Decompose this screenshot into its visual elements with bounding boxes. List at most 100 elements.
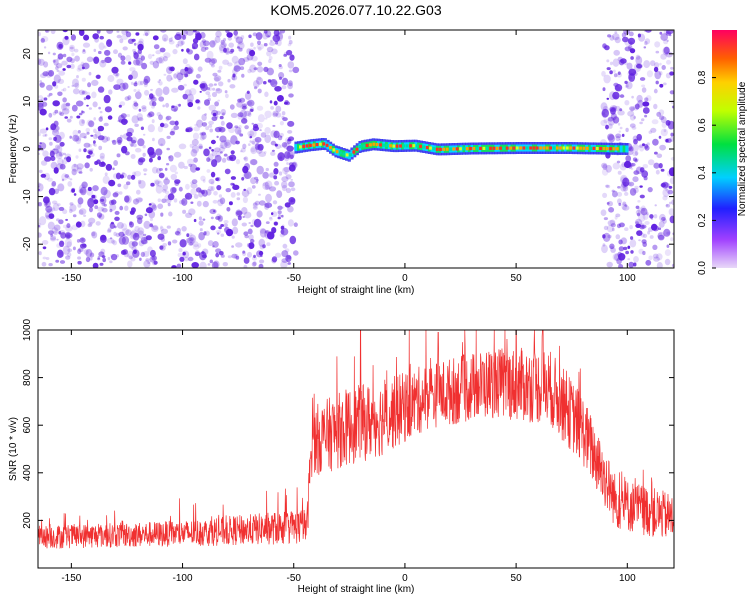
track-core [565, 146, 569, 150]
noise-speck [230, 135, 238, 145]
noise-speck [236, 197, 241, 201]
noise-speck [137, 179, 142, 185]
noise-speck [86, 154, 91, 159]
noise-speck [284, 100, 289, 105]
noise-speck [77, 221, 80, 225]
noise-speck [222, 112, 226, 116]
noise-speck [663, 182, 670, 188]
noise-speck [201, 131, 207, 136]
noise-speck [211, 159, 218, 168]
track-band [337, 148, 341, 156]
noise-speck [241, 222, 247, 227]
noise-speck [230, 182, 235, 186]
noise-speck [200, 32, 206, 39]
noise-speck [123, 119, 129, 124]
noise-speck [42, 240, 49, 245]
noise-speck [240, 35, 245, 40]
noise-speck [614, 96, 618, 99]
noise-speck [195, 36, 199, 40]
noise-speck [218, 65, 223, 70]
noise-speck [290, 178, 294, 181]
noise-speck [280, 225, 285, 230]
noise-speck [293, 222, 298, 227]
noise-speck [254, 136, 262, 143]
noise-speck [61, 159, 68, 165]
noise-speck [61, 173, 68, 181]
noise-speck [654, 204, 657, 207]
track-core [325, 143, 329, 147]
noise-speck [227, 62, 233, 67]
noise-speck [53, 224, 61, 231]
noise-speck [77, 130, 81, 134]
noise-speck [73, 163, 77, 168]
noise-speck [201, 254, 207, 259]
track-core [379, 143, 382, 147]
noise-speck [166, 163, 170, 166]
noise-speck [93, 48, 97, 53]
noise-speck [216, 135, 219, 139]
noise-speck [262, 181, 270, 190]
track-band [457, 145, 461, 153]
noise-speck [142, 152, 146, 157]
noise-speck [269, 217, 273, 221]
noise-speck [91, 194, 96, 199]
noise-speck [271, 211, 278, 217]
noise-speck [666, 30, 674, 35]
noise-speck [91, 79, 99, 86]
noise-speck [184, 192, 193, 200]
noise-speck [619, 126, 623, 130]
colorbar-tick-label: 0.4 [697, 165, 708, 179]
noise-speck [265, 30, 272, 38]
noise-speck [83, 136, 87, 139]
noise-speck [218, 251, 224, 256]
noise-speck [55, 66, 59, 70]
noise-speck [150, 182, 155, 187]
noise-speck [101, 207, 108, 213]
noise-speck [51, 180, 57, 187]
noise-speck [158, 172, 165, 179]
noise-speck [158, 96, 165, 102]
track-core [362, 144, 366, 148]
noise-speck [135, 91, 142, 100]
noise-speck [289, 154, 294, 160]
noise-speck [640, 205, 646, 212]
noise-speck [255, 122, 263, 129]
noise-speck [143, 168, 148, 172]
noise-speck [208, 83, 214, 87]
noise-speck [285, 187, 292, 194]
noise-speck [608, 207, 615, 213]
noise-speck [152, 166, 158, 174]
noise-speck [184, 89, 192, 97]
noise-speck [612, 58, 620, 67]
noise-speck [66, 234, 71, 238]
noise-speck [52, 203, 60, 212]
noise-speck [48, 230, 54, 235]
track-band [323, 140, 327, 148]
noise-speck [87, 223, 93, 228]
noise-speck [265, 167, 269, 172]
noise-speck [194, 251, 201, 256]
noise-speck [93, 56, 100, 64]
noise-speck [632, 143, 640, 152]
track-core [429, 146, 432, 150]
noise-speck [280, 214, 283, 218]
noise-speck [217, 198, 224, 207]
track-core [605, 147, 609, 151]
noise-speck [169, 131, 175, 136]
noise-speck [627, 245, 631, 249]
noise-speck [287, 205, 294, 213]
noise-speck [106, 136, 111, 142]
noise-speck [665, 203, 670, 208]
noise-speck [207, 94, 211, 98]
noise-speck [275, 252, 282, 258]
noise-speck [627, 37, 636, 45]
noise-speck [247, 228, 253, 235]
noise-speck [284, 248, 290, 253]
track-core [395, 144, 399, 148]
noise-speck [603, 118, 608, 124]
noise-speck [219, 115, 224, 120]
noise-speck [277, 210, 282, 215]
noise-speck [169, 120, 176, 126]
noise-speck [602, 164, 608, 170]
noise-speck [194, 33, 198, 36]
